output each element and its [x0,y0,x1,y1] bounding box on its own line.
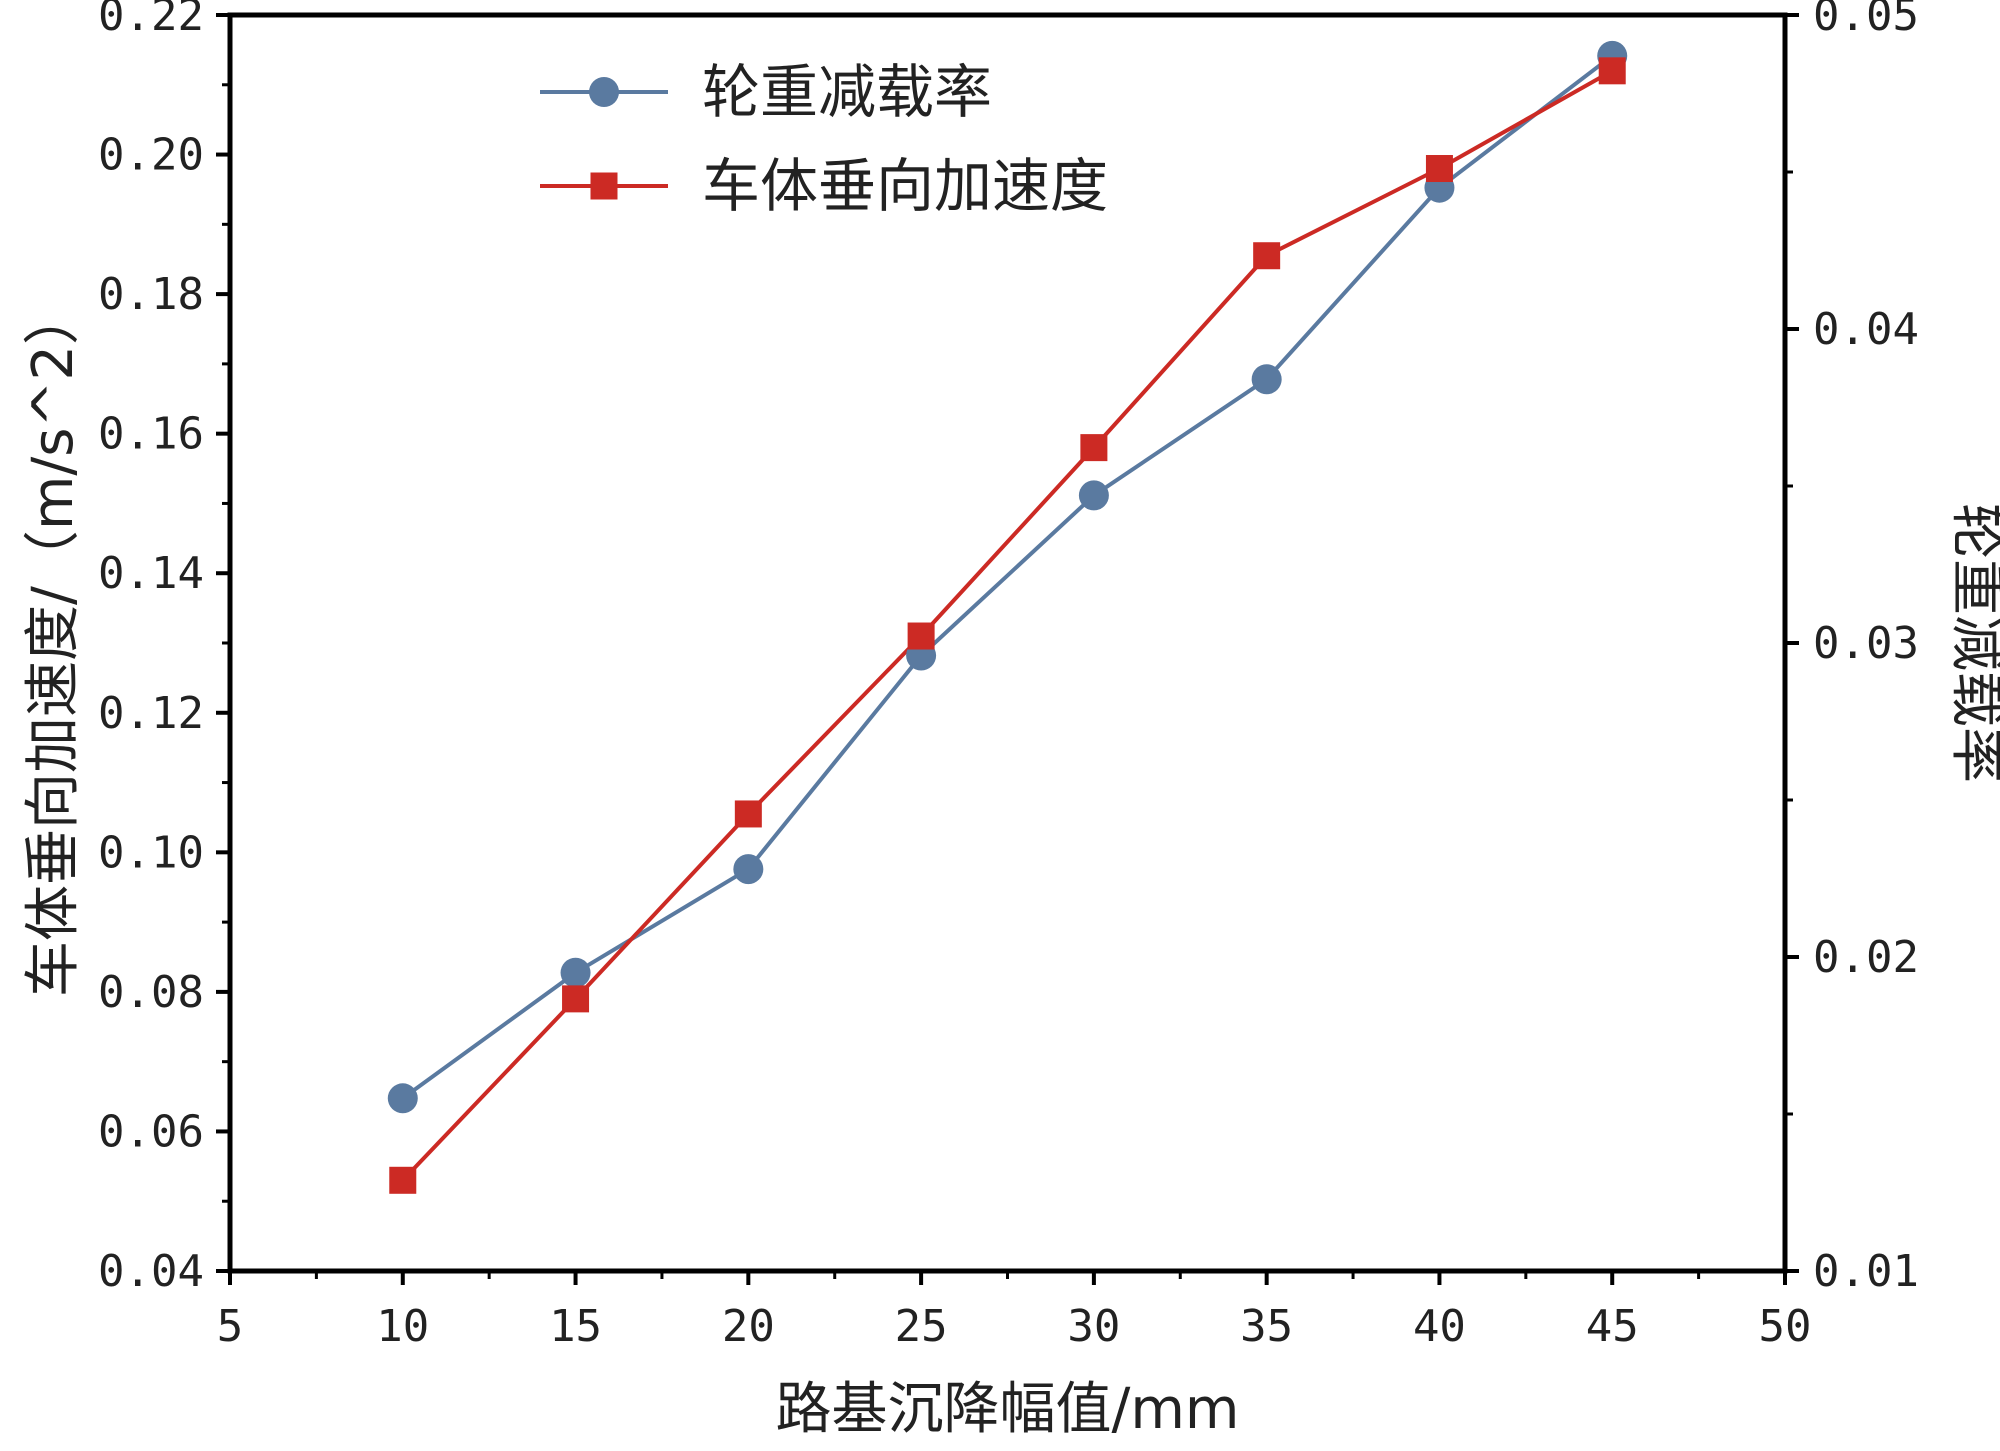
left-y-tick-label: 0.18 [98,269,204,320]
series-line-0 [401,54,1614,1100]
right-y-axis-title: 轮重减载率 [1944,503,2000,783]
x-tick-label: 50 [1759,1301,1812,1352]
data-point-circle [733,854,764,885]
left-y-axis-title: 车体垂向加速度/（m/s^2） [21,289,86,997]
legend-marker-square [590,172,618,200]
left-y-tick-label: 0.08 [98,967,204,1018]
right-y-tick-label: 0.04 [1813,304,1919,355]
left-y-tick-label: 0.12 [98,688,204,739]
data-point-square [1080,434,1108,462]
left-y-tick-label: 0.04 [98,1246,204,1297]
plot-frame [227,12,1788,1274]
x-tick-label: 30 [1067,1301,1120,1352]
series-line-1 [401,69,1614,1182]
right-y-tick-label: 0.02 [1813,932,1919,983]
x-tick-label: 45 [1586,1301,1639,1352]
tick-labels: 5 10 15 20 25 30 35 40 45 50 0.04 0.06 0.08 0.10 0.12 0… [98,0,1919,1352]
left-y-tick-label: 0.20 [98,130,204,181]
data-point-circle [560,957,591,988]
right-y-tick-label: 0.01 [1813,1246,1919,1297]
legend-marker-circle [589,77,619,107]
right-y-tick-label: 0.03 [1813,618,1919,669]
data-point-circle [387,1083,418,1114]
x-axis-title: 路基沉降幅值/mm [776,1377,1240,1442]
left-y-tick-label: 0.06 [98,1106,204,1157]
left-y-tick-label: 0.10 [98,827,204,878]
x-tick-label: 5 [217,1301,244,1352]
data-point-square [907,622,935,650]
left-y-tick-label: 0.22 [98,0,204,41]
x-tick-label: 25 [895,1301,948,1352]
data-point-square [1425,155,1453,183]
data-point-circle [1251,364,1282,395]
right-y-tick-label: 0.05 [1813,0,1919,41]
data-point-circle [1078,480,1109,511]
x-tick-label: 20 [722,1301,775,1352]
series-lines [401,54,1614,1182]
data-point-square [562,985,590,1013]
series-markers [387,40,1628,1194]
data-point-square [1598,57,1626,85]
left-y-tick-label: 0.16 [98,409,204,460]
data-point-square [1253,242,1281,270]
legend-label-wheel-unloading: 轮重减载率 [702,58,992,126]
legend-label-vertical-acceleration: 车体垂向加速度 [702,152,1108,220]
legend: 轮重减载率 车体垂向加速度 [540,58,1108,220]
data-point-square [734,800,762,828]
left-y-tick-label: 0.14 [98,548,204,599]
x-tick-label: 10 [376,1301,429,1352]
data-point-square [389,1166,417,1194]
x-tick-label: 35 [1240,1301,1293,1352]
x-tick-label: 40 [1413,1301,1466,1352]
x-tick-label: 15 [549,1301,602,1352]
